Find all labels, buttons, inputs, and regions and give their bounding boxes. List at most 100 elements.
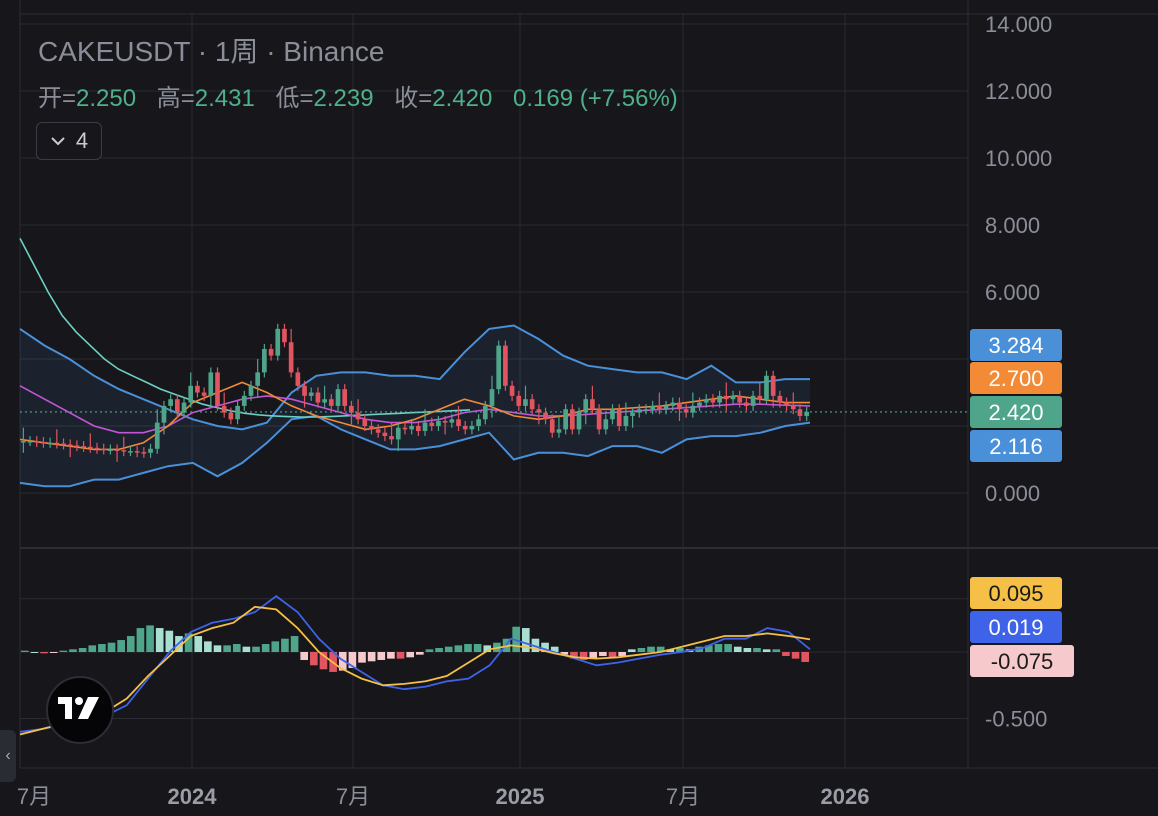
candle-body	[201, 392, 207, 396]
candle-body	[757, 395, 763, 400]
candle-body	[262, 348, 267, 373]
macd-histogram-bar	[78, 648, 87, 652]
macd-histogram-bar	[599, 652, 607, 656]
candle-body	[121, 450, 127, 452]
candle-body	[583, 399, 589, 413]
candle-body	[543, 412, 548, 420]
x-tick-label: 2026	[821, 784, 870, 809]
candle-body	[402, 427, 408, 430]
macd-histogram-bar	[184, 633, 193, 652]
macd-histogram-bar	[223, 645, 231, 652]
candle-body	[650, 405, 656, 410]
candle-body	[322, 399, 327, 403]
candle-body	[697, 402, 702, 406]
candle-body	[416, 426, 421, 432]
macd-histogram-bar	[531, 638, 540, 652]
close-value: 2.420	[432, 85, 493, 112]
candle-body	[87, 446, 93, 449]
macd-histogram-bar	[550, 646, 559, 652]
macd-histogram-bar	[281, 638, 289, 652]
candle-body	[342, 389, 348, 406]
candle-body	[723, 395, 729, 400]
candle-body	[235, 405, 240, 420]
change-value: 0.169 (+7.56%)	[513, 85, 678, 112]
candle-body	[630, 412, 635, 416]
candle-body	[168, 399, 173, 406]
candle-body	[804, 411, 809, 416]
candle-body	[154, 422, 160, 449]
macd-histogram-bar	[126, 636, 135, 652]
macd-histogram-bar	[165, 630, 174, 652]
indicator-collapse-button[interactable]: 4	[36, 122, 102, 160]
candle-body	[663, 405, 669, 410]
macd-histogram-bar	[444, 646, 453, 652]
candle-body	[469, 426, 475, 430]
macd-histogram-bar	[473, 644, 482, 652]
indicator-count: 4	[75, 128, 89, 153]
macd-histogram-bar	[261, 644, 270, 652]
macd-histogram-bar	[637, 648, 646, 652]
macd-histogram-bar	[733, 646, 742, 652]
tradingview-logo-icon[interactable]	[46, 676, 114, 744]
y-tick-label: 0.000	[985, 481, 1040, 506]
price-label-text: 2.420	[988, 400, 1043, 425]
macd-histogram-bar	[406, 652, 414, 658]
candle-body	[375, 429, 381, 433]
candle-body	[449, 419, 455, 423]
candle-body	[536, 409, 542, 413]
price-label-text: 3.284	[988, 333, 1043, 358]
macd-label-box	[970, 577, 1062, 609]
macd-label-text: -0.075	[991, 649, 1053, 674]
macd-histogram-bar	[204, 641, 212, 652]
candle-body	[496, 345, 502, 390]
candle-body	[248, 385, 254, 396]
candle-body	[482, 405, 488, 420]
macd-histogram-bar	[762, 649, 771, 652]
candle-body	[476, 419, 481, 426]
symbol-title[interactable]: CAKEUSDT · 1周 · Binance	[38, 36, 385, 67]
macd-histogram-bar	[656, 646, 665, 652]
candle-body	[81, 446, 86, 448]
open-value: 2.250	[76, 85, 137, 112]
macd-histogram-bar	[98, 644, 106, 652]
macd-histogram-bar	[627, 649, 636, 652]
macd-histogram-bar	[69, 649, 77, 652]
macd-histogram-bar	[377, 652, 386, 660]
chevron-left-icon[interactable]: ‹	[0, 730, 16, 782]
candle-body	[683, 409, 689, 413]
candle-body	[148, 448, 153, 453]
macd-histogram-bar	[271, 641, 280, 652]
candle-body	[462, 426, 468, 430]
candle-body	[556, 429, 562, 433]
candle-body	[302, 385, 307, 396]
x-tick-label: 7月	[336, 784, 370, 809]
candle-body	[315, 392, 321, 403]
candle-body	[134, 451, 140, 453]
bollinger-upper-line	[19, 324, 810, 431]
candle-body	[328, 399, 334, 406]
macd-histogram-bar	[666, 649, 675, 652]
candle-body	[523, 399, 528, 406]
macd-histogram-bar	[753, 648, 761, 652]
macd-histogram-bar	[367, 652, 376, 662]
candle-body	[569, 409, 575, 430]
macd-histogram-bar	[310, 652, 318, 666]
macd-histogram-bar	[194, 636, 203, 652]
macd-histogram-bar	[30, 652, 39, 653]
candle-body	[489, 389, 495, 406]
macd-y-tick-label: -0.500	[985, 707, 1047, 732]
candle-body	[241, 395, 247, 406]
candle-body	[576, 412, 582, 430]
macd-histogram-bar	[782, 652, 790, 656]
candle-body	[288, 342, 294, 373]
tv-logo-icon	[58, 697, 99, 719]
high-value: 2.431	[194, 85, 255, 112]
signal-line	[19, 605, 811, 736]
candle-body	[730, 395, 736, 400]
y-tick-label: 14.000	[985, 12, 1052, 37]
ma-long-line	[19, 238, 471, 418]
candle-body	[174, 399, 180, 413]
candle-body	[777, 395, 783, 403]
chevron-down-icon	[51, 137, 65, 146]
